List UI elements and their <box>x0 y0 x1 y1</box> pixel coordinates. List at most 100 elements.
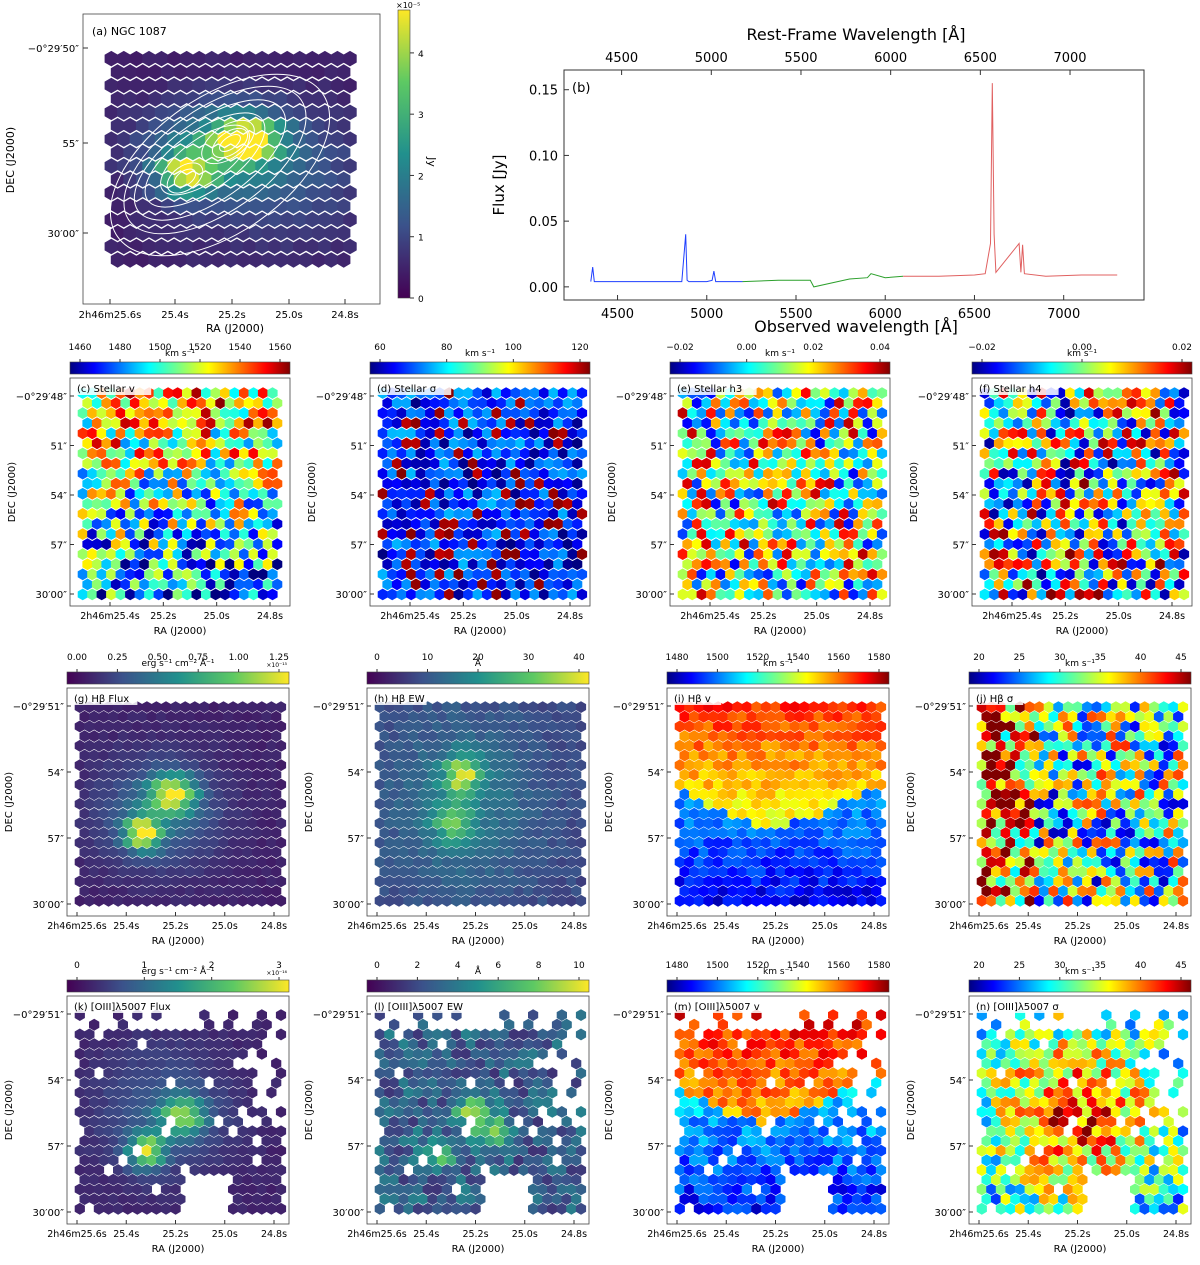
ytick-label: 0.05 <box>529 215 558 230</box>
map-xtick-label: 25.2s <box>750 611 776 622</box>
map-colorbar-tick-label: 1520 <box>746 653 769 663</box>
map-colorbar-tick-label: 35 <box>1094 653 1105 663</box>
map-colorbar-tick-label: 0 <box>374 653 380 663</box>
map-title: (f) Stellar h4 <box>979 384 1042 395</box>
map-ytick-label: 51″ <box>953 442 970 453</box>
map-xlabel: RA (J2000) <box>452 936 505 947</box>
map-colorbar <box>67 672 289 684</box>
map-xtick-label: 25.4s <box>713 921 739 932</box>
ytick-label: 0.00 <box>529 281 558 296</box>
xtick-label: 25.0s <box>275 310 302 321</box>
map-xlabel: RA (J2000) <box>152 1244 205 1255</box>
map-ylabel: DEC (J2000) <box>304 772 315 832</box>
map-colorbar-tick-label: 1.25 <box>269 653 289 663</box>
map-xtick-label: 25.4s <box>413 921 439 932</box>
xtick-label: 2h46m25.6s <box>79 310 142 321</box>
map-xtick-label: 24.8s <box>1159 611 1185 622</box>
map-colorbar <box>670 362 890 374</box>
map-ytick-label: 30′00″ <box>938 590 970 601</box>
map-xtick-label: 24.8s <box>261 1229 287 1240</box>
map-ytick-label: 30′00″ <box>935 900 967 911</box>
map-xtick-label: 2h46m25.4s <box>982 611 1042 622</box>
map-colorbar-tick-label: 20 <box>472 653 484 663</box>
map-ytick-label: −0°29′48″ <box>918 392 969 403</box>
map-xtick-label: 25.0s <box>804 611 830 622</box>
map-ylabel: DEC (J2000) <box>906 772 917 832</box>
map-colorbar-tick-label: −0.02 <box>968 343 996 353</box>
map-colorbar <box>70 362 290 374</box>
xtick-label: 6500 <box>958 307 991 322</box>
map-ytick-label: 30′00″ <box>33 1208 65 1219</box>
map-xtick-label: 25.2s <box>450 611 476 622</box>
map-ytick-label: 57″ <box>48 1142 65 1153</box>
map-ylabel: DEC (J2000) <box>607 462 618 522</box>
ytick-label: −0°29′50″ <box>28 44 79 55</box>
map-ytick-label: −0°29′51″ <box>613 702 664 713</box>
map-colorbar-exponent: ×10⁻¹⁵ <box>266 662 287 669</box>
map-colorbar-tick-label: 1460 <box>69 343 92 353</box>
top-tick-label: 5500 <box>784 51 817 66</box>
xtick-label: 7000 <box>1047 307 1080 322</box>
map-xlabel: RA (J2000) <box>454 626 507 637</box>
map-ytick-label: 30′00″ <box>333 900 365 911</box>
map-xtick-label: 25.0s <box>212 1229 238 1240</box>
map-colorbar-tick-label: 30 <box>523 653 535 663</box>
map-ytick-label: 51″ <box>351 442 368 453</box>
panel-a-colorbar-label: Jy <box>425 156 438 167</box>
map-xlabel: RA (J2000) <box>152 936 205 947</box>
map-xtick-label: 25.2s <box>162 1229 188 1240</box>
map-colorbar-tick-label: 45 <box>1175 653 1186 663</box>
map-colorbar-tick-label: 2 <box>209 961 215 971</box>
map-xtick-label: 2h46m25.4s <box>80 611 140 622</box>
top-tick-label: 6000 <box>874 51 907 66</box>
map-xtick-label: 24.8s <box>857 611 883 622</box>
map-ylabel: DEC (J2000) <box>604 772 615 832</box>
panel-b-top-title: Rest-Frame Wavelength [Å] <box>747 25 966 44</box>
map-colorbar-tick-label: 1500 <box>706 653 729 663</box>
colorbar-tick-label: 2 <box>418 172 424 182</box>
map-ytick-label: 57″ <box>348 834 365 845</box>
map-xtick-label: 25.0s <box>204 611 230 622</box>
map-colorbar-tick-label: 8 <box>536 961 542 971</box>
xtick-label: 5500 <box>779 307 812 322</box>
map-colorbar-exponent: ×10⁻¹⁶ <box>266 970 287 977</box>
map-xtick-label: 25.0s <box>1106 611 1132 622</box>
map-colorbar-tick-label: −0.02 <box>666 343 694 353</box>
map-xtick-label: 25.4s <box>113 921 139 932</box>
map-colorbar-tick-label: 10 <box>422 653 434 663</box>
map-colorbar-tick-label: 100 <box>505 343 522 353</box>
map-colorbar-label: Å <box>475 965 482 977</box>
map-colorbar-label: km s⁻¹ <box>765 349 795 359</box>
map-ytick-label: −0°29′51″ <box>313 702 364 713</box>
panel-a-colorbar <box>398 10 410 298</box>
colorbar-tick-label: 3 <box>418 111 424 121</box>
xtick-label: 4500 <box>601 307 634 322</box>
map-colorbar-tick-label: 0 <box>374 961 380 971</box>
map-ytick-label: 57″ <box>651 541 668 552</box>
map-ylabel: DEC (J2000) <box>307 462 318 522</box>
panel-a-svg: (a) NGC 1087 −0°29′50″55″30′00″ 2h46m25.… <box>0 0 440 340</box>
map-ytick-label: 54″ <box>648 768 665 779</box>
map-title: (g) Hβ Flux <box>74 694 129 705</box>
map-ytick-label: 57″ <box>648 834 665 845</box>
map-colorbar <box>67 980 289 992</box>
map-colorbar-label: km s⁻¹ <box>465 349 495 359</box>
panel-b-frame <box>564 70 1144 300</box>
map-colorbar-tick-label: 0.02 <box>1172 343 1192 353</box>
map-colorbar-tick-label: 1.00 <box>229 653 249 663</box>
map-colorbar <box>972 362 1192 374</box>
map-ylabel: DEC (J2000) <box>4 772 15 832</box>
map-ytick-label: 30′00″ <box>33 900 65 911</box>
map-hex-bins <box>75 701 286 907</box>
ytick-label: 0.15 <box>529 84 558 99</box>
map-colorbar <box>370 362 590 374</box>
map-ytick-label: 54″ <box>953 491 970 502</box>
map-ytick-label: 30′00″ <box>336 590 368 601</box>
